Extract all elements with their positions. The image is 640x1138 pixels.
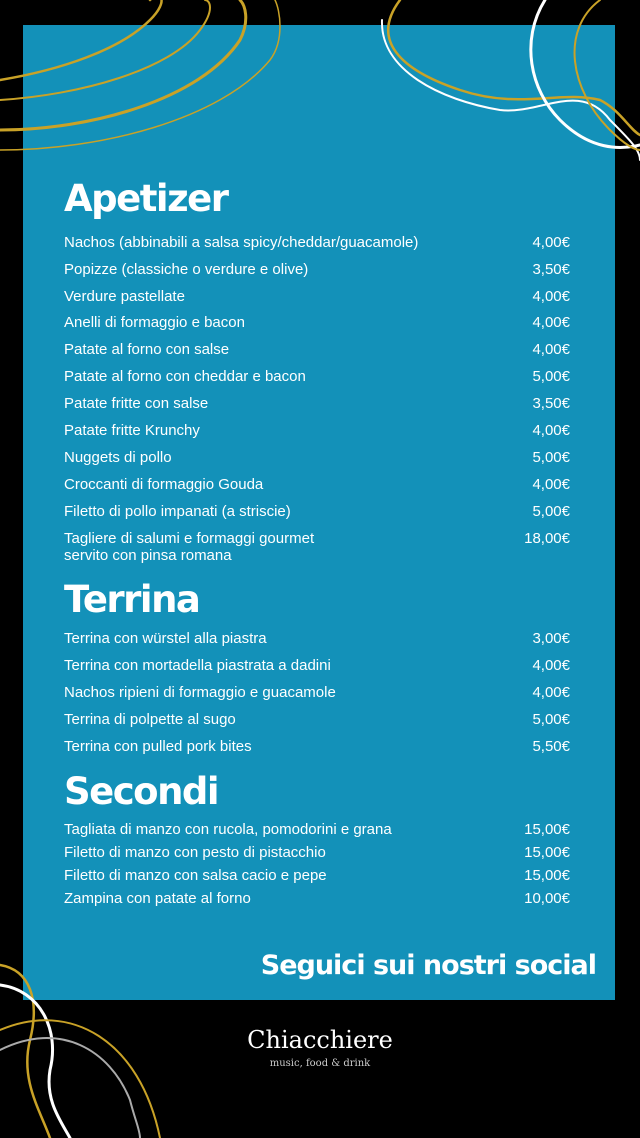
- item-name: Zampina con patate al forno: [64, 890, 251, 907]
- item-price: 3,50€: [532, 395, 570, 412]
- item-name: Popizze (classiche o verdure e olive): [64, 261, 309, 278]
- brand-tagline: music, food & drink: [269, 1058, 371, 1069]
- brand-logo: Chiacchiere: [247, 1026, 393, 1054]
- item-price: 4,00€: [532, 341, 570, 358]
- item-name: Patate al forno con cheddar e bacon: [64, 368, 306, 385]
- item-name: Nuggets di pollo: [64, 449, 172, 466]
- section-title: Terrina: [64, 578, 201, 621]
- section-title: Apetizer: [64, 177, 229, 220]
- social-callout: Seguici sui nostri social: [260, 950, 597, 981]
- item-name: Filetto di manzo con pesto di pistacchio: [64, 844, 326, 861]
- item-price: 4,00€: [532, 234, 570, 251]
- item-name: Anelli di formaggio e bacon: [64, 314, 245, 331]
- item-name: Tagliere di salumi e formaggi gourmet: [64, 530, 315, 547]
- item-price: 15,00€: [524, 821, 570, 838]
- menu-panel: [23, 25, 615, 1000]
- item-name: Tagliata di manzo con rucola, pomodorini…: [64, 821, 392, 838]
- item-name: Filetto di manzo con salsa cacio e pepe: [64, 867, 327, 884]
- item-price: 4,00€: [532, 422, 570, 439]
- item-price: 3,00€: [532, 630, 570, 647]
- item-price: 5,00€: [532, 711, 570, 728]
- item-name: Patate fritte con salse: [64, 395, 209, 412]
- item-price: 5,50€: [532, 738, 570, 755]
- section-title: Secondi: [64, 770, 220, 813]
- item-price: 15,00€: [524, 844, 570, 861]
- item-name: Patate fritte Krunchy: [64, 422, 200, 439]
- item-name: Verdure pastellate: [64, 288, 185, 305]
- item-price: 3,50€: [532, 261, 570, 278]
- item-price: 4,00€: [532, 657, 570, 674]
- item-price: 5,00€: [532, 503, 570, 520]
- item-price: 5,00€: [532, 368, 570, 385]
- item-price: 15,00€: [524, 867, 570, 884]
- item-name: Terrina con pulled pork bites: [64, 738, 252, 755]
- item-price: 4,00€: [532, 288, 570, 305]
- item-name: Croccanti di formaggio Gouda: [64, 476, 264, 493]
- item-price: 5,00€: [532, 449, 570, 466]
- item-name: Terrina di polpette al sugo: [64, 711, 236, 728]
- item-price: 10,00€: [524, 890, 570, 907]
- item-name-line2: servito con pinsa romana: [64, 547, 232, 564]
- item-name: Nachos ripieni di formaggio e guacamole: [64, 684, 336, 701]
- item-name: Nachos (abbinabili a salsa spicy/cheddar…: [64, 234, 419, 251]
- item-name: Terrina con würstel alla piastra: [64, 630, 267, 647]
- item-name: Terrina con mortadella piastrata a dadin…: [64, 657, 331, 674]
- item-price: 18,00€: [524, 530, 570, 547]
- item-price: 4,00€: [532, 684, 570, 701]
- item-price: 4,00€: [532, 476, 570, 493]
- item-name: Filetto di pollo impanati (a striscie): [64, 503, 291, 520]
- item-name: Patate al forno con salse: [64, 341, 230, 358]
- item-price: 4,00€: [532, 314, 570, 331]
